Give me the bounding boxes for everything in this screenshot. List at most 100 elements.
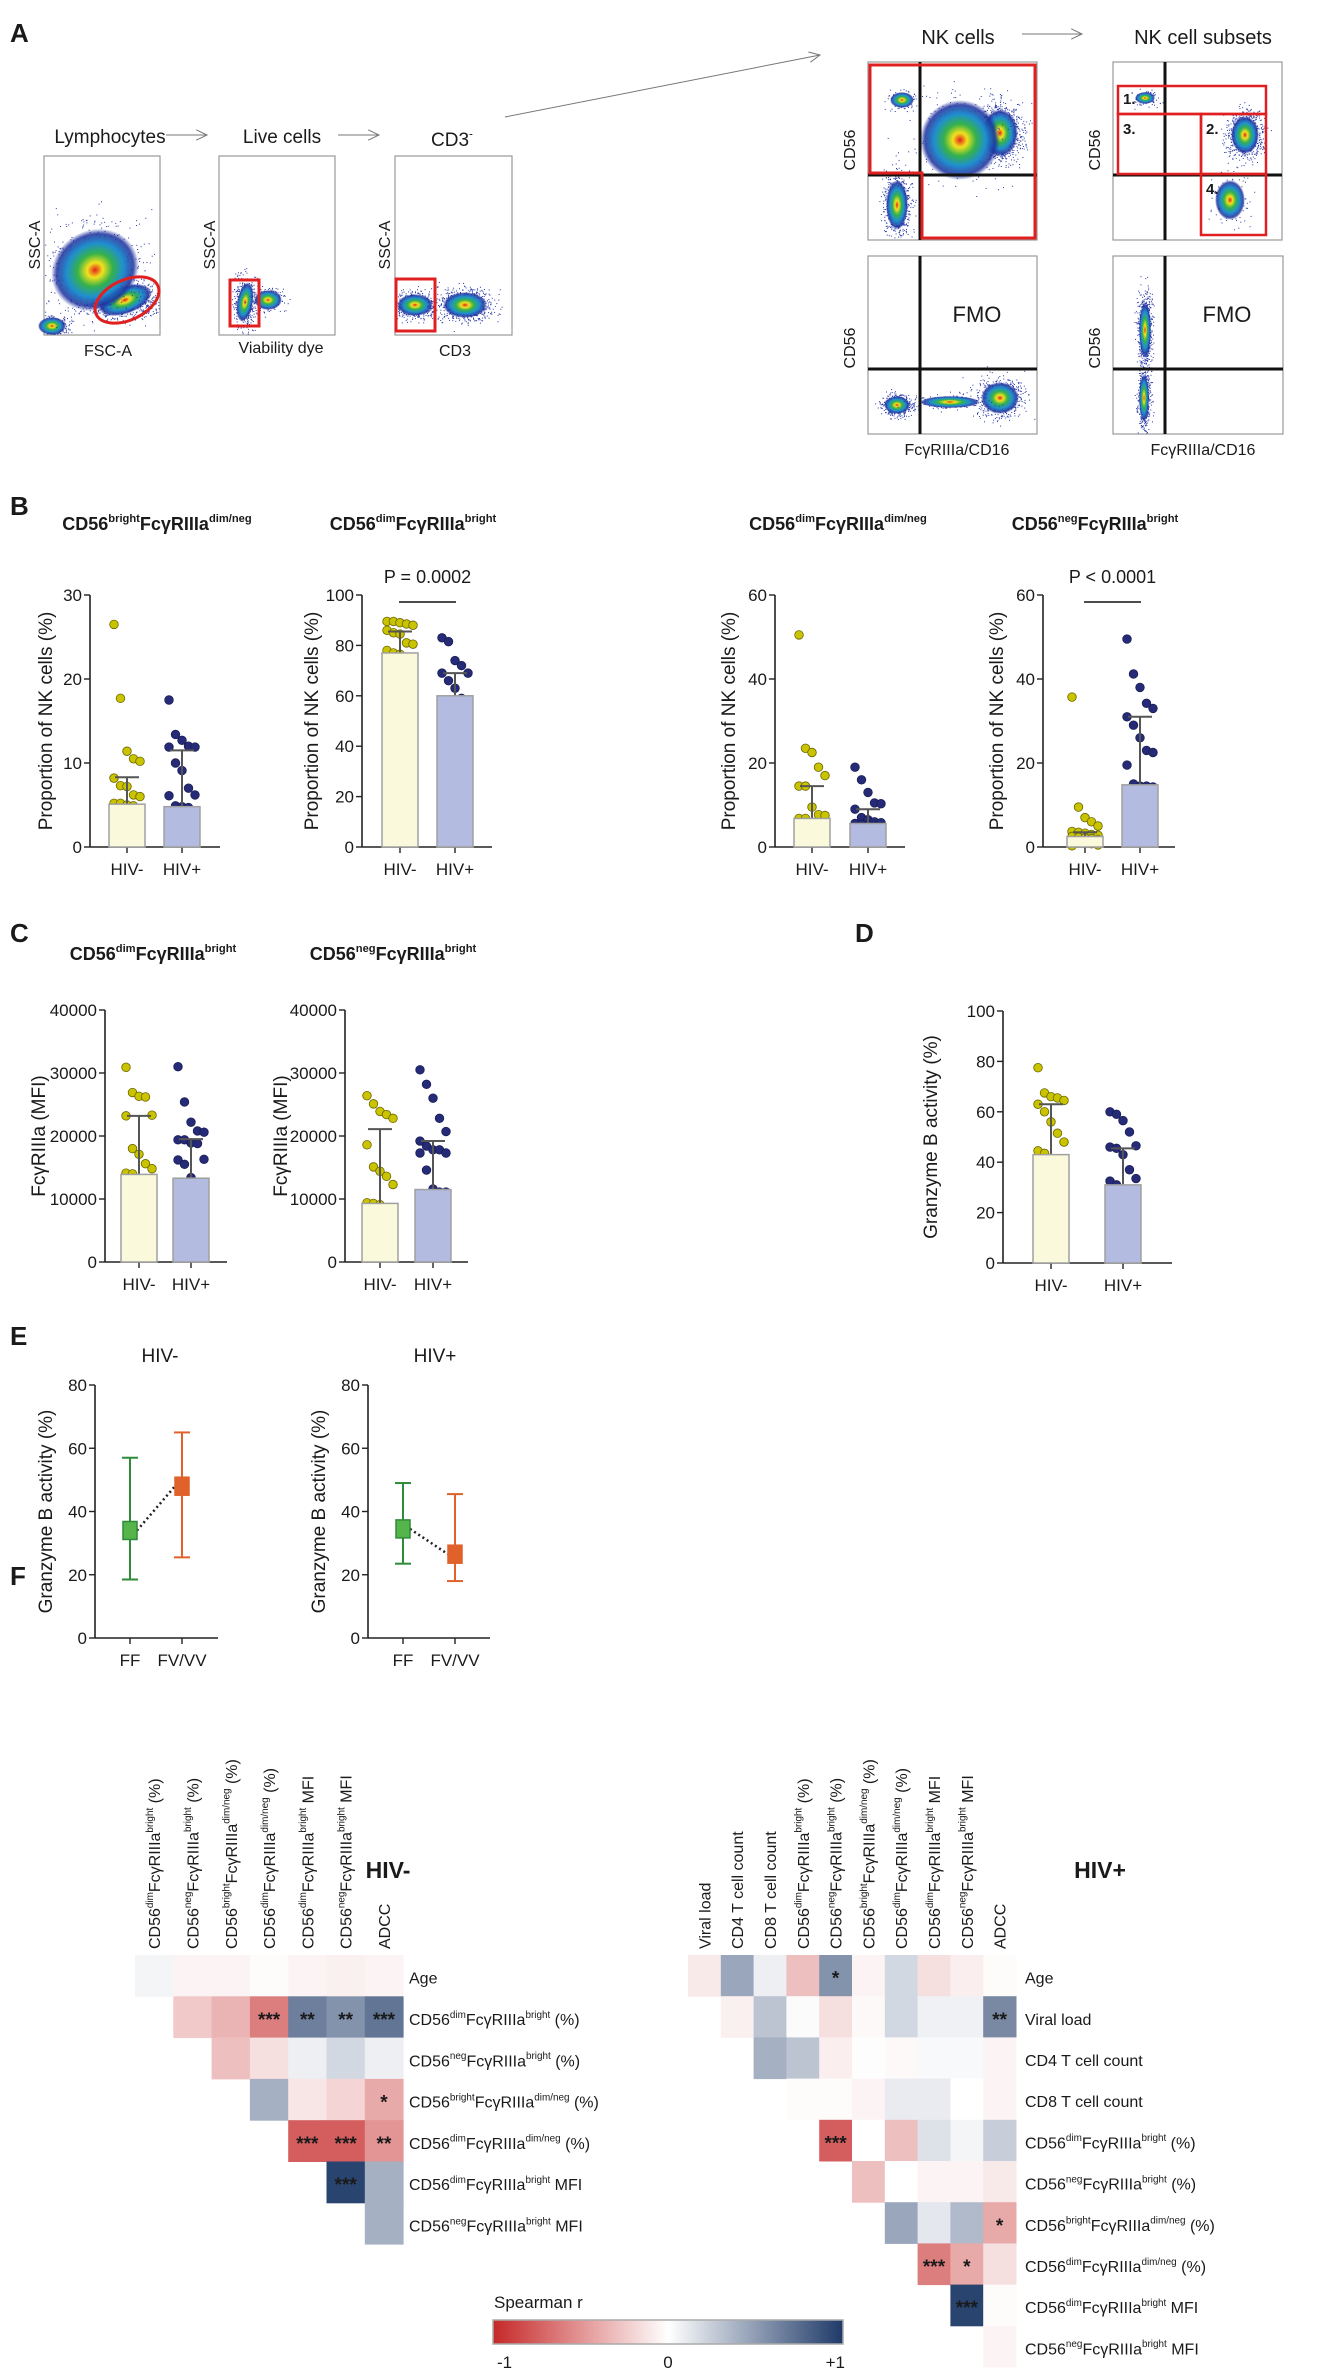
event-dot <box>402 289 404 291</box>
event-dot <box>249 295 251 297</box>
event-dot <box>99 224 101 226</box>
event-dot <box>405 320 407 322</box>
event-dot <box>427 315 429 316</box>
plot-title: Live cells <box>243 127 321 148</box>
gating-arrow-diagonal <box>504 51 822 118</box>
event-dot <box>155 295 157 297</box>
event-dot <box>1019 104 1021 106</box>
event-dot <box>1017 122 1019 124</box>
event-dot <box>267 310 269 312</box>
event-dot <box>1012 149 1013 151</box>
event-dot <box>912 207 914 208</box>
event-dot <box>995 105 996 107</box>
event-dot <box>98 312 100 314</box>
event-dot <box>979 98 981 100</box>
event-dot <box>75 310 77 312</box>
event-dot <box>152 314 154 316</box>
event-dot <box>236 321 238 323</box>
event-dot <box>67 332 69 334</box>
event-dot <box>251 296 252 298</box>
event-dot <box>128 237 130 239</box>
event-dot <box>458 320 460 322</box>
event-dot <box>998 108 1000 110</box>
event-dot <box>253 301 255 303</box>
event-dot <box>488 317 490 319</box>
event-dot <box>255 312 257 314</box>
event-dot <box>1019 117 1021 119</box>
density-blob <box>443 292 487 318</box>
event-dot <box>479 286 481 288</box>
event-dot <box>234 307 236 309</box>
event-dot <box>491 297 493 299</box>
event-dot <box>255 292 257 294</box>
event-dot <box>440 309 442 311</box>
event-dot <box>93 311 94 313</box>
event-dot <box>67 310 69 312</box>
event-dot <box>115 222 117 224</box>
event-dot <box>887 182 889 184</box>
event-dot <box>1020 140 1022 142</box>
event-dot <box>122 319 124 321</box>
event-dot <box>237 286 238 288</box>
event-dot <box>283 295 285 297</box>
event-dot <box>885 231 887 232</box>
event-dot <box>270 289 272 291</box>
event-dot <box>896 177 898 179</box>
event-dot <box>479 318 480 319</box>
event-dot <box>459 318 461 320</box>
panel-letter-f: F <box>10 1561 26 1591</box>
event-dot <box>890 226 892 228</box>
event-dot <box>71 319 73 321</box>
event-dot <box>73 320 75 322</box>
event-dot <box>451 292 453 294</box>
event-dot <box>93 223 95 225</box>
event-dot <box>1012 154 1014 156</box>
event-dot <box>1016 118 1018 120</box>
event-dot <box>405 294 407 296</box>
event-dot <box>401 294 403 296</box>
event-dot <box>86 312 88 314</box>
event-dot <box>442 298 444 300</box>
event-dot <box>899 234 901 236</box>
event-dot <box>491 313 493 315</box>
event-dot <box>399 298 401 300</box>
event-dot <box>464 320 466 322</box>
event-dot <box>478 292 480 294</box>
event-dot <box>1017 137 1019 139</box>
event-dot <box>248 328 250 330</box>
event-dot <box>427 306 429 307</box>
event-dot <box>1005 157 1007 159</box>
event-dot <box>398 296 400 298</box>
event-dot <box>906 223 907 225</box>
event-dot <box>148 283 150 285</box>
event-dot <box>246 319 248 321</box>
event-dot <box>153 296 155 298</box>
event-dot <box>484 316 486 318</box>
event-dot <box>980 96 982 97</box>
event-dot <box>882 191 884 193</box>
event-dot <box>907 218 909 220</box>
event-dot <box>893 178 895 180</box>
event-dot <box>122 315 124 317</box>
event-dot <box>247 323 249 325</box>
event-dot <box>399 293 401 295</box>
event-dot <box>1018 128 1020 130</box>
event-dot <box>1024 124 1026 126</box>
event-dot <box>465 287 467 289</box>
event-dot <box>437 318 439 319</box>
event-dot <box>418 322 420 324</box>
event-dot <box>885 198 887 200</box>
event-dot <box>78 312 80 314</box>
event-dot <box>399 313 400 315</box>
event-dot <box>237 272 239 274</box>
event-dot <box>145 307 147 309</box>
event-dot <box>915 199 917 201</box>
event-dot <box>1000 166 1002 167</box>
event-dot <box>901 169 903 171</box>
event-dot <box>156 293 158 295</box>
event-dot <box>913 200 914 202</box>
event-dot <box>1008 156 1010 157</box>
event-dot <box>49 316 50 318</box>
event-dot <box>83 324 85 326</box>
flow-plot-nk-cells <box>867 61 1038 241</box>
